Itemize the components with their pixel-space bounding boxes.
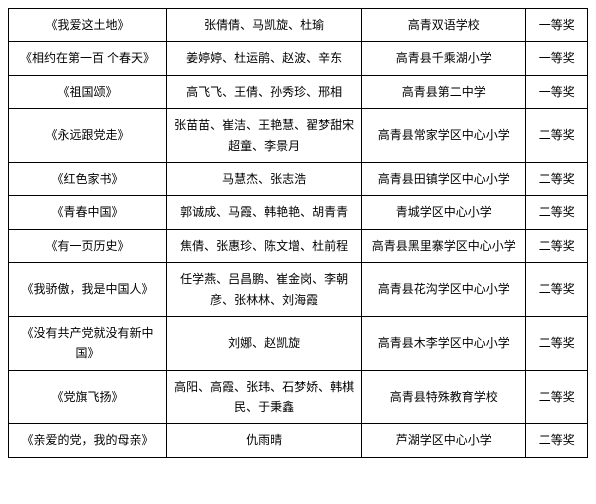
cell-title: 《亲爱的党，我的母亲》 bbox=[9, 424, 167, 457]
cell-award: 二等奖 bbox=[526, 316, 588, 370]
cell-people: 姜婷婷、杜运鹃、赵波、辛东 bbox=[167, 42, 362, 75]
cell-award: 二等奖 bbox=[526, 263, 588, 317]
cell-people: 仇雨晴 bbox=[167, 424, 362, 457]
cell-people: 刘娜、赵凯旋 bbox=[167, 316, 362, 370]
cell-school: 高青县黑里寨学区中心小学 bbox=[362, 229, 526, 262]
cell-title: 《相约在第一百 个春天》 bbox=[9, 42, 167, 75]
cell-school: 高青县田镇学区中心小学 bbox=[362, 162, 526, 195]
cell-school: 青城学区中心小学 bbox=[362, 196, 526, 229]
cell-title: 《红色家书》 bbox=[9, 162, 167, 195]
table-row: 《相约在第一百 个春天》姜婷婷、杜运鹃、赵波、辛东高青县千乘湖小学一等奖 bbox=[9, 42, 588, 75]
table-row: 《红色家书》马慧杰、张志浩高青县田镇学区中心小学二等奖 bbox=[9, 162, 588, 195]
table-row: 《祖国颂》高飞飞、王倩、孙秀珍、邢相高青县第二中学一等奖 bbox=[9, 75, 588, 108]
cell-award: 二等奖 bbox=[526, 424, 588, 457]
cell-award: 二等奖 bbox=[526, 370, 588, 424]
cell-school: 高青县木李学区中心小学 bbox=[362, 316, 526, 370]
table-row: 《青春中国》郭诚成、马霞、韩艳艳、胡青青青城学区中心小学二等奖 bbox=[9, 196, 588, 229]
cell-people: 张苗苗、崔洁、王艳慧、翟梦甜宋超童、李景月 bbox=[167, 109, 362, 163]
cell-school: 高青县常家学区中心小学 bbox=[362, 109, 526, 163]
cell-school: 高青县第二中学 bbox=[362, 75, 526, 108]
cell-people: 任学燕、吕昌鹏、崔金岗、李朝彦、张林林、刘海霞 bbox=[167, 263, 362, 317]
table-row: 《没有共产党就没有新中国》刘娜、赵凯旋高青县木李学区中心小学二等奖 bbox=[9, 316, 588, 370]
cell-people: 焦倩、张惠珍、陈文增、杜前程 bbox=[167, 229, 362, 262]
table-row: 《我爱这土地》张倩倩、马凯旋、杜瑜高青双语学校一等奖 bbox=[9, 9, 588, 42]
cell-people: 张倩倩、马凯旋、杜瑜 bbox=[167, 9, 362, 42]
cell-title: 《祖国颂》 bbox=[9, 75, 167, 108]
cell-title: 《有一页历史》 bbox=[9, 229, 167, 262]
cell-title: 《我骄傲，我是中国人》 bbox=[9, 263, 167, 317]
cell-award: 二等奖 bbox=[526, 196, 588, 229]
cell-school: 高青县花沟学区中心小学 bbox=[362, 263, 526, 317]
cell-award: 二等奖 bbox=[526, 229, 588, 262]
table-row: 《党旗飞扬》高阳、高霞、张玮、石梦娇、韩棋民、于秉鑫高青县特殊教育学校二等奖 bbox=[9, 370, 588, 424]
cell-award: 一等奖 bbox=[526, 42, 588, 75]
cell-award: 一等奖 bbox=[526, 75, 588, 108]
table-row: 《有一页历史》焦倩、张惠珍、陈文增、杜前程高青县黑里寨学区中心小学二等奖 bbox=[9, 229, 588, 262]
cell-people: 马慧杰、张志浩 bbox=[167, 162, 362, 195]
cell-people: 郭诚成、马霞、韩艳艳、胡青青 bbox=[167, 196, 362, 229]
cell-school: 芦湖学区中心小学 bbox=[362, 424, 526, 457]
cell-people: 高阳、高霞、张玮、石梦娇、韩棋民、于秉鑫 bbox=[167, 370, 362, 424]
cell-title: 《党旗飞扬》 bbox=[9, 370, 167, 424]
cell-award: 二等奖 bbox=[526, 109, 588, 163]
cell-award: 二等奖 bbox=[526, 162, 588, 195]
cell-title: 《我爱这土地》 bbox=[9, 9, 167, 42]
table-row: 《亲爱的党，我的母亲》仇雨晴芦湖学区中心小学二等奖 bbox=[9, 424, 588, 457]
cell-title: 《没有共产党就没有新中国》 bbox=[9, 316, 167, 370]
table-body: 《我爱这土地》张倩倩、马凯旋、杜瑜高青双语学校一等奖《相约在第一百 个春天》姜婷… bbox=[9, 9, 588, 458]
cell-school: 高青双语学校 bbox=[362, 9, 526, 42]
cell-people: 高飞飞、王倩、孙秀珍、邢相 bbox=[167, 75, 362, 108]
cell-award: 一等奖 bbox=[526, 9, 588, 42]
table-row: 《永远跟党走》张苗苗、崔洁、王艳慧、翟梦甜宋超童、李景月高青县常家学区中心小学二… bbox=[9, 109, 588, 163]
cell-school: 高青县特殊教育学校 bbox=[362, 370, 526, 424]
cell-school: 高青县千乘湖小学 bbox=[362, 42, 526, 75]
awards-table: 《我爱这土地》张倩倩、马凯旋、杜瑜高青双语学校一等奖《相约在第一百 个春天》姜婷… bbox=[8, 8, 588, 458]
cell-title: 《青春中国》 bbox=[9, 196, 167, 229]
table-row: 《我骄傲，我是中国人》任学燕、吕昌鹏、崔金岗、李朝彦、张林林、刘海霞高青县花沟学… bbox=[9, 263, 588, 317]
cell-title: 《永远跟党走》 bbox=[9, 109, 167, 163]
